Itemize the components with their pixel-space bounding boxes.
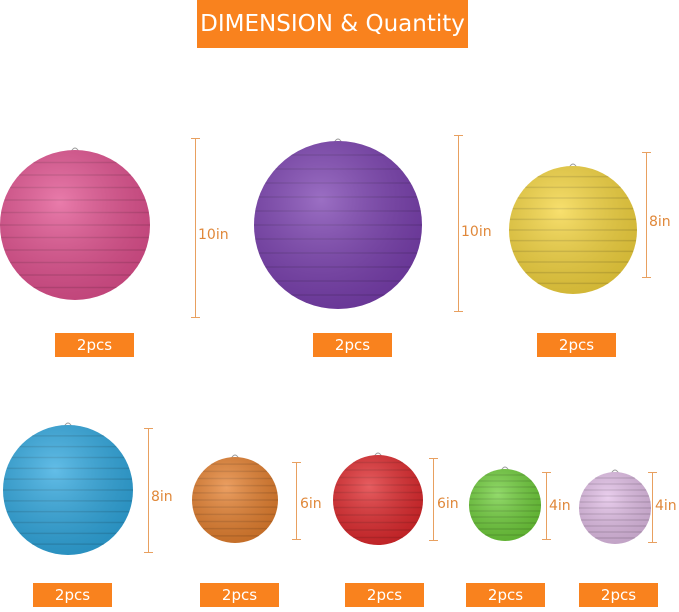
- dimension-line: [191, 138, 200, 318]
- dimension-label: 8in: [649, 214, 671, 230]
- paper-lantern: [254, 135, 422, 313]
- dimension-line: [454, 135, 463, 312]
- dimension-label: 10in: [461, 224, 492, 240]
- quantity-badge: 2pcs: [537, 333, 616, 357]
- dimension-line: [144, 428, 153, 553]
- paper-lantern: [579, 466, 651, 548]
- dimension-line: [542, 472, 551, 540]
- dimension-label: 6in: [300, 496, 322, 512]
- dimension-label: 4in: [655, 498, 677, 514]
- quantity-badge: 2pcs: [313, 333, 392, 357]
- title-banner: DIMENSION & Quantity: [197, 0, 468, 48]
- dimension-line: [429, 458, 438, 541]
- quantity-badge: 2pcs: [466, 583, 545, 607]
- dimension-label: 8in: [151, 489, 173, 505]
- dimension-line: [292, 462, 301, 540]
- paper-lantern: [509, 160, 637, 298]
- paper-lantern: [192, 451, 278, 547]
- dimension-line: [648, 472, 657, 543]
- paper-lantern: [469, 463, 541, 545]
- paper-lantern: [0, 144, 150, 304]
- quantity-badge: 2pcs: [345, 583, 424, 607]
- dimension-line: [642, 152, 651, 278]
- quantity-badge: 2pcs: [55, 333, 134, 357]
- quantity-badge: 2pcs: [33, 583, 112, 607]
- paper-lantern: [3, 419, 133, 559]
- dimension-label: 6in: [437, 496, 459, 512]
- dimension-label: 10in: [198, 227, 229, 243]
- quantity-badge: 2pcs: [579, 583, 658, 607]
- dimension-label: 4in: [549, 498, 571, 514]
- quantity-badge: 2pcs: [200, 583, 279, 607]
- paper-lantern: [333, 449, 423, 549]
